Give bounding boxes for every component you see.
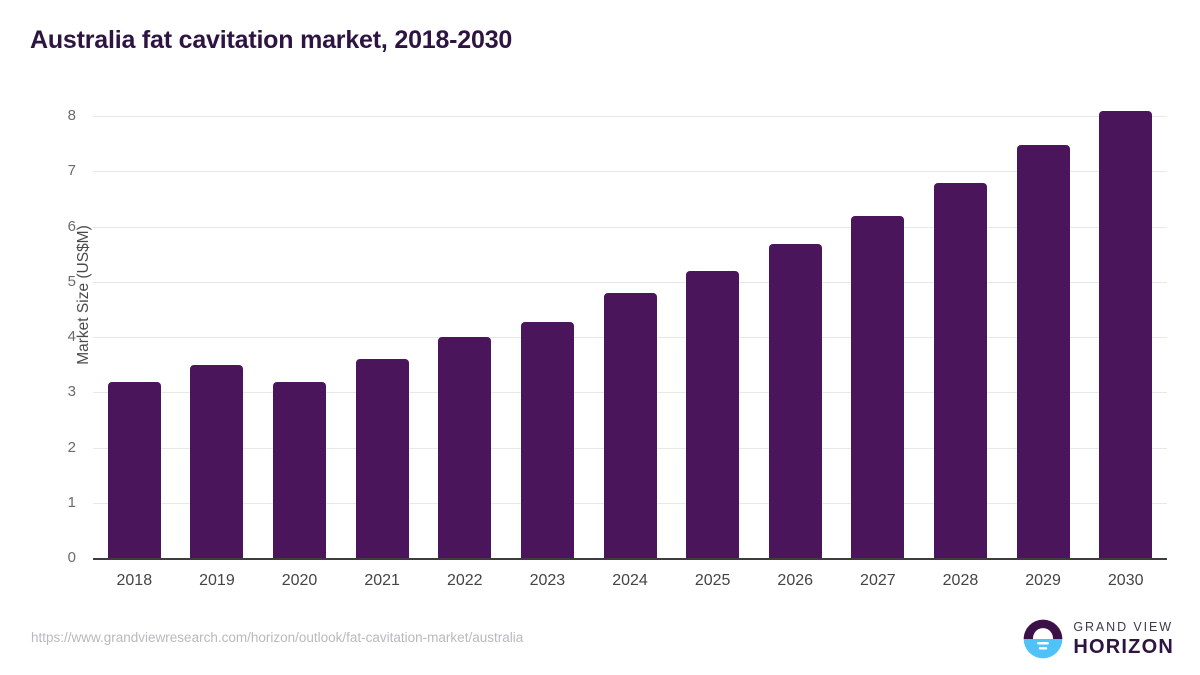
y-axis-tick-label: 8 <box>67 107 76 124</box>
x-axis-tick-label: 2018 <box>116 572 153 589</box>
bar[interactable] <box>603 293 657 558</box>
x-axis-tick-label: 2022 <box>446 572 483 589</box>
bar[interactable] <box>768 244 822 558</box>
brand-logo[interactable]: GRAND VIEW HORIZON <box>1022 618 1174 660</box>
y-axis-title: Market Size (US$M) <box>75 225 92 365</box>
bar[interactable] <box>1099 111 1153 558</box>
bar[interactable] <box>190 365 244 558</box>
x-axis-tick-label: 2027 <box>860 572 896 589</box>
y-axis-tick-label: 3 <box>67 383 76 401</box>
x-axis-tick-label: 2029 <box>1025 572 1061 589</box>
bar[interactable] <box>107 382 161 558</box>
gridline <box>93 226 1167 228</box>
x-axis-tick-label: 2030 <box>1107 572 1144 589</box>
x-axis-tick-label: 2021 <box>364 572 400 589</box>
y-axis-tick-label: 5 <box>67 272 76 290</box>
bar[interactable] <box>686 271 740 558</box>
x-axis-tick-label: 2023 <box>529 572 566 589</box>
x-axis-line <box>93 558 1167 560</box>
bar[interactable] <box>1016 144 1070 558</box>
gridline <box>93 171 1167 173</box>
x-axis-tick-label: 2024 <box>612 572 648 589</box>
bar[interactable] <box>851 216 905 558</box>
page-title: Australia fat cavitation market, 2018-20… <box>30 26 513 54</box>
bar[interactable] <box>273 382 327 558</box>
bar[interactable] <box>355 359 409 558</box>
gridline <box>93 281 1167 283</box>
bar[interactable] <box>933 183 987 558</box>
x-axis-tick-label: 2020 <box>281 572 318 589</box>
x-axis-tick-label: 2019 <box>199 572 235 589</box>
bar[interactable] <box>520 321 574 558</box>
x-axis-tick-label: 2028 <box>942 572 979 589</box>
x-axis-tick-label: 2026 <box>777 572 814 589</box>
y-axis-tick-label: 6 <box>67 217 76 235</box>
bar[interactable] <box>438 337 492 558</box>
logo-line-2: HORIZON <box>1073 636 1174 659</box>
gridline <box>93 116 1167 117</box>
y-axis-tick-label: 4 <box>67 328 76 345</box>
y-axis-tick-label: 1 <box>67 493 76 511</box>
y-axis-tick-label: 2 <box>67 438 76 456</box>
source-url[interactable]: https://www.grandviewresearch.com/horizo… <box>31 630 524 645</box>
y-axis-tick-label: 0 <box>67 549 76 566</box>
y-axis-tick-label: 7 <box>67 162 76 180</box>
horizon-logo-icon <box>1024 619 1063 659</box>
x-axis-tick-label: 2025 <box>694 572 731 589</box>
logo-wordmark: GRAND VIEW HORIZON <box>1073 621 1174 658</box>
logo-line-1: GRAND VIEW <box>1073 619 1173 634</box>
